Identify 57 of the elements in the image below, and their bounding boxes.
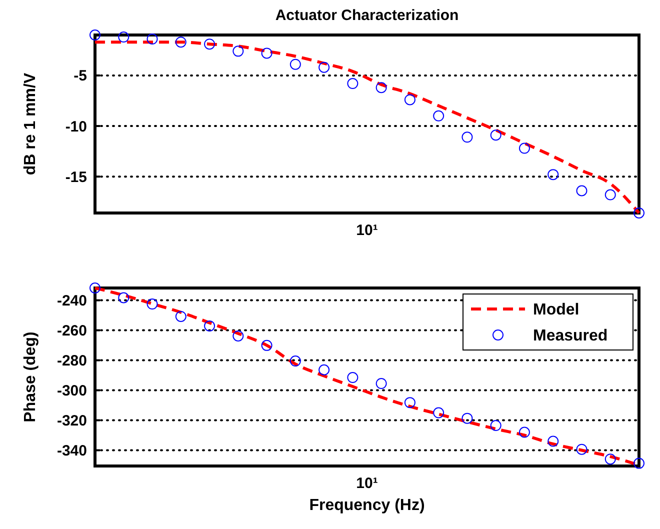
x-axis-title: Frequency (Hz) [309,497,425,514]
point [347,372,358,384]
y-tick-label: -320 [56,412,87,430]
point [376,378,387,390]
point [604,454,616,465]
y-axis-title: Phase (deg) [22,332,39,422]
point [404,397,416,408]
point [347,78,358,90]
point [376,82,387,94]
point [261,48,272,59]
point [290,58,301,70]
point [146,34,158,45]
y-tick-label: -240 [56,292,87,310]
point [290,356,301,367]
point [118,32,130,43]
point [518,142,530,154]
point [634,458,644,469]
point [433,110,444,122]
point [318,364,330,376]
point [490,130,502,141]
text: 10¹ [356,222,378,239]
point [90,30,100,40]
point [175,310,186,322]
point [232,330,244,342]
chart-title: Actuator Characterization [275,7,459,24]
point [90,282,100,294]
point [576,185,588,196]
y-tick-label: -340 [56,442,87,460]
point [490,420,502,432]
point [318,62,330,73]
legend-label: Measured [533,328,608,345]
y-tick-label: -260 [56,322,87,340]
point [548,436,559,447]
point [204,320,216,332]
point [462,132,473,143]
legend-label: Model [533,302,580,319]
point [634,208,644,218]
point [433,407,444,418]
point [518,426,530,438]
text: 10¹ [356,475,378,492]
point [204,38,216,50]
point [261,340,272,351]
point [404,94,416,106]
point [232,46,244,57]
point [604,189,616,200]
point [576,444,588,455]
point [462,412,473,424]
point [175,36,186,48]
y-axis-title: dB re 1 mm/V [22,72,39,176]
point [146,298,158,310]
point [548,169,559,180]
y-tick-label: -10 [65,118,87,136]
y-tick-label: -300 [56,382,87,400]
point [118,292,130,304]
y-tick-label: -15 [65,168,87,186]
y-tick-label: -280 [56,352,87,370]
y-tick-label: -5 [74,68,87,85]
